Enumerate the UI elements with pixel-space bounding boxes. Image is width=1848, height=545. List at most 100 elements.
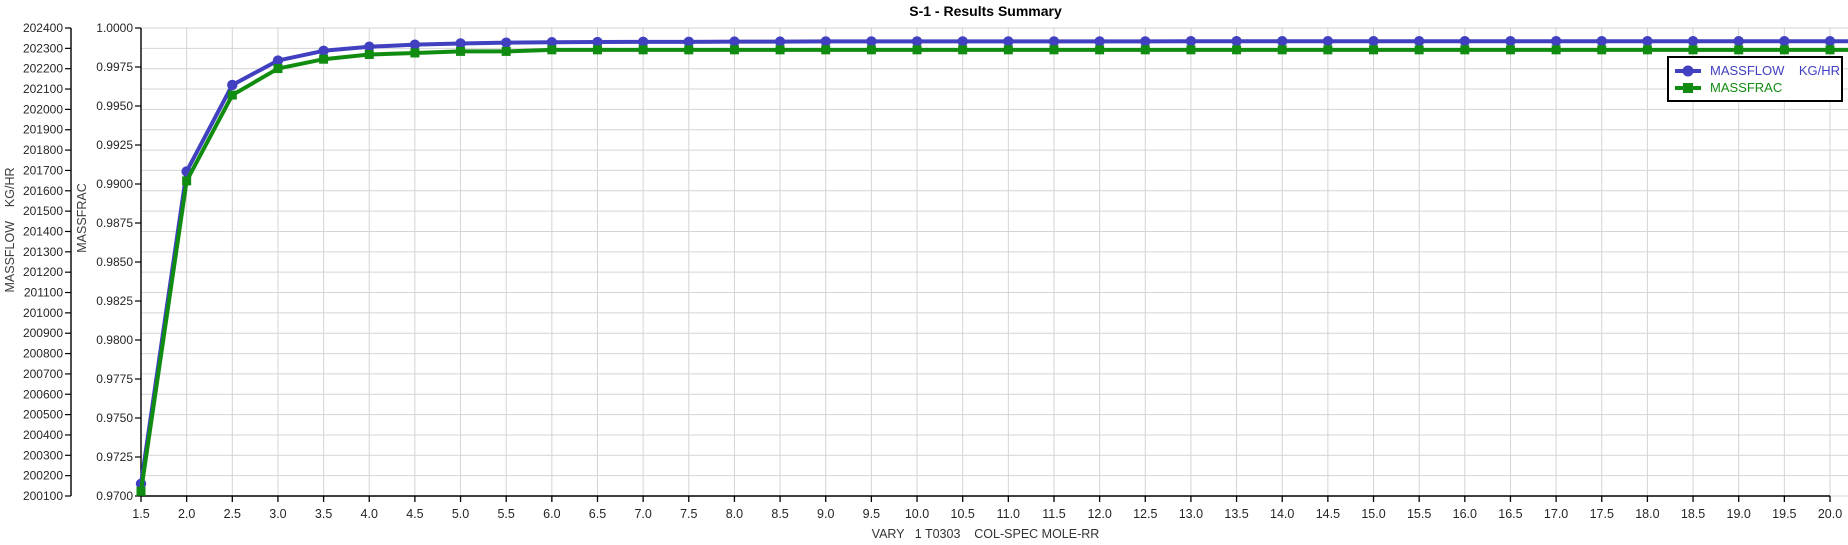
massflow-data-marker (729, 36, 740, 47)
massflow-tick-label: 200700 (23, 367, 63, 381)
legend-marker-shape (1682, 65, 1694, 76)
massfrac-data-marker (1688, 45, 1698, 55)
x-tick-label: 15.0 (1361, 507, 1385, 521)
x-tick-label: 1.5 (132, 507, 149, 521)
massflow-data-marker (1003, 36, 1014, 47)
massfrac-data-marker (547, 45, 557, 55)
massfrac-tick-label: 0.9775 (96, 372, 133, 386)
massflow-data-marker (1459, 36, 1471, 47)
massflow-data-marker (1596, 36, 1607, 47)
massflow-data-marker (1779, 36, 1790, 47)
legend-item-label: MASSFRAC (1710, 80, 1783, 95)
massfrac-data-marker (1597, 45, 1607, 55)
x-tick-label: 16.0 (1453, 507, 1477, 521)
legend-square-marker-icon (1675, 82, 1701, 94)
massflow-data-marker (1322, 36, 1334, 47)
legend[interactable]: MASSFLOW KG/HR MASSFRAC (1667, 56, 1843, 102)
massfrac-data-marker (1460, 45, 1470, 55)
massflow-tick-label: 202000 (23, 102, 63, 116)
x-tick-label: 17.5 (1590, 507, 1614, 521)
massflow-tick-label: 201700 (23, 163, 63, 177)
massfrac-tick-label: 0.9975 (96, 60, 133, 74)
massflow-data-marker (957, 36, 968, 47)
legend-item[interactable]: MASSFLOW KG/HR (1675, 64, 1840, 77)
massflow-data-marker (683, 36, 694, 48)
massfrac-data-marker (1369, 45, 1379, 55)
x-tick-label: 12.5 (1133, 507, 1157, 521)
massfrac-data-marker (1551, 45, 1561, 55)
x-tick-label: 8.0 (726, 507, 743, 521)
massflow-data-marker (546, 37, 558, 48)
massflow-tick-label: 200200 (23, 469, 63, 483)
massflow-data-marker (637, 36, 649, 48)
massfrac-data-marker (1095, 45, 1105, 55)
x-tick-label: 8.5 (771, 507, 788, 521)
massflow-data-marker (500, 37, 512, 48)
massfrac-tick-label: 0.9950 (96, 99, 133, 113)
massflow-tick-label: 200800 (23, 347, 63, 361)
x-tick-label: 19.5 (1772, 507, 1796, 521)
massfrac-data-marker (319, 54, 329, 64)
massfrac-data-marker (775, 45, 785, 55)
massflow-data-marker (1413, 36, 1425, 47)
massfrac-data-marker (1140, 45, 1150, 55)
massflow-data-marker (866, 36, 877, 47)
x-tick-label: 2.0 (178, 507, 195, 521)
massflow-data-marker (364, 41, 375, 52)
x-tick-label: 3.5 (315, 507, 332, 521)
massflow-series-line (139, 39, 1848, 485)
legend-item[interactable]: MASSFRAC (1675, 81, 1835, 94)
massfrac-data-marker (364, 50, 374, 60)
massflow-tick-label: 201000 (23, 306, 63, 320)
massfrac-data-marker (1779, 45, 1789, 55)
massfrac-data-marker (1049, 45, 1059, 55)
massflow-data-marker (272, 55, 284, 66)
massflow-data-marker (318, 45, 329, 56)
x-tick-label: 17.0 (1544, 507, 1568, 521)
x-tick-label: 6.0 (543, 507, 560, 521)
massflow-tick-label: 200100 (23, 489, 63, 503)
massfrac-series-line (139, 47, 1848, 492)
massflow-tick-label: 201900 (23, 123, 63, 137)
massfrac-data-marker (821, 45, 831, 55)
massfrac-data-marker (1642, 45, 1652, 55)
x-tick-label: 20.0 (1818, 507, 1842, 521)
massfrac-data-marker (227, 90, 237, 100)
massflow-data-marker (1687, 36, 1699, 47)
x-tick-label: 13.5 (1224, 507, 1248, 521)
massflow-data-marker (227, 79, 238, 91)
x-tick-label: 10.0 (905, 507, 929, 521)
massflow-data-marker (1550, 36, 1562, 47)
legend-item-label: MASSFLOW KG/HR (1710, 63, 1841, 78)
massfrac-tick-label: 0.9725 (96, 450, 133, 464)
x-tick-label: 14.0 (1270, 507, 1294, 521)
massflow-data-marker (1368, 36, 1379, 47)
legend-circle-marker-icon (1675, 65, 1701, 77)
x-tick-label: 18.0 (1635, 507, 1659, 521)
x-tick-label: 6.5 (589, 507, 606, 521)
massfrac-data-marker (1505, 45, 1515, 55)
x-tick-label: 5.5 (497, 507, 514, 521)
x-tick-label: 4.0 (361, 507, 378, 521)
x-tick-label: 5.0 (452, 507, 469, 521)
massflow-tick-label: 202400 (23, 21, 63, 35)
massfrac-data-marker (1825, 45, 1835, 55)
massflow-tick-label: 200600 (23, 387, 63, 401)
massflow-data-marker (1505, 36, 1516, 47)
x-tick-label: 14.5 (1316, 507, 1340, 521)
massfrac-data-marker (1232, 45, 1242, 55)
massfrac-data-marker (1186, 45, 1196, 55)
x-tick-label: 7.0 (634, 507, 651, 521)
massflow-tick-label: 200500 (23, 408, 63, 422)
massfrac-data-marker (1003, 45, 1013, 55)
massfrac-data-marker (273, 64, 283, 74)
x-tick-label: 4.5 (406, 507, 423, 521)
x-tick-label: 9.0 (817, 507, 834, 521)
x-tick-label: 18.5 (1681, 507, 1705, 521)
x-tick-label: 3.0 (269, 507, 286, 521)
massflow-data-marker (1094, 36, 1105, 47)
legend-marker-shape (1683, 82, 1693, 93)
massflow-tick-label: 200900 (23, 326, 63, 340)
massfrac-tick-label: 0.9850 (96, 255, 133, 269)
massflow-data-marker (774, 36, 786, 47)
